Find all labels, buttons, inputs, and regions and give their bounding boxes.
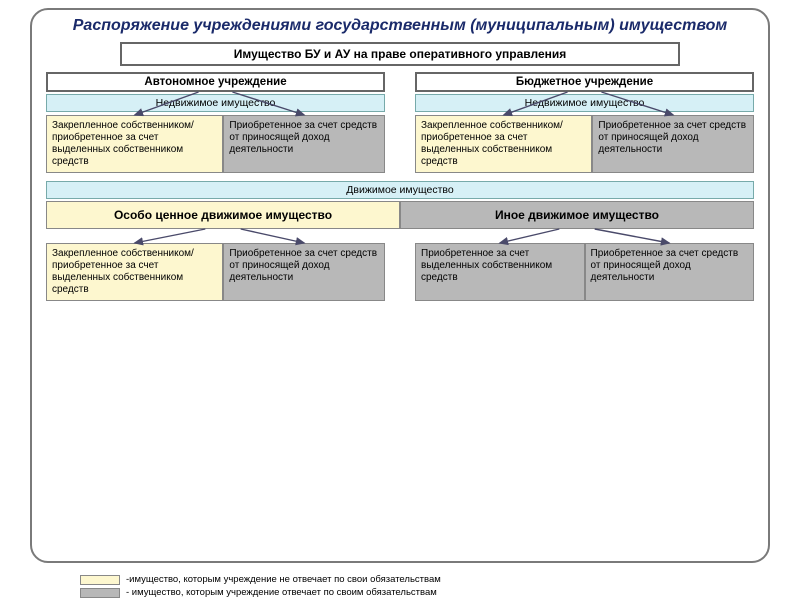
- swatch-yellow: [80, 575, 120, 585]
- big-valuable: Особо ценное движимое имущество: [46, 201, 400, 229]
- big-other: Иное движимое имущество: [400, 201, 754, 229]
- quad-b-owner: Приобретенное за счет выделенных собстве…: [415, 243, 585, 301]
- movable-split: Особо ценное движимое имущество Иное дви…: [46, 201, 754, 229]
- pair-right: Закрепленное собственником/приобретенное…: [415, 115, 754, 173]
- diagram-frame: Распоряжение учреждениями государственны…: [30, 8, 770, 563]
- sub-immovable-left: Недвижимое имущество: [46, 94, 385, 112]
- institution-row: Автономное учреждение Недвижимое имущест…: [46, 72, 754, 173]
- sub-immovable-right: Недвижимое имущество: [415, 94, 754, 112]
- quad-b-income: Приобретенное за счет средств от принося…: [585, 243, 755, 301]
- legend-row-gray: - имущество, которым учреждение отвечает…: [80, 587, 441, 598]
- movable-property-bar: Движимое имущество: [46, 181, 754, 199]
- header-budget: Бюджетное учреждение: [415, 72, 754, 92]
- pair-left: Закрепленное собственником/приобретенное…: [46, 115, 385, 173]
- col-autonomous: Автономное учреждение Недвижимое имущест…: [46, 72, 385, 173]
- cell-right-income: Приобретенное за счет средств от принося…: [592, 115, 754, 173]
- page-title: Распоряжение учреждениями государственны…: [46, 16, 754, 36]
- top-property-box: Имущество БУ и АУ на праве оперативного …: [120, 42, 680, 66]
- quad-left: Закрепленное собственником/приобретенное…: [46, 243, 385, 301]
- quad-a-owner: Закрепленное собственником/приобретенное…: [46, 243, 223, 301]
- quad-a-income: Приобретенное за счет средств от принося…: [223, 243, 385, 301]
- header-autonomous: Автономное учреждение: [46, 72, 385, 92]
- legend: -имущество, которым учреждение не отвеча…: [80, 572, 441, 598]
- quad-right: Приобретенное за счет выделенных собстве…: [415, 243, 754, 301]
- quad-row: Закрепленное собственником/приобретенное…: [46, 243, 754, 301]
- cell-left-owner: Закрепленное собственником/приобретенное…: [46, 115, 223, 173]
- swatch-gray: [80, 588, 120, 598]
- legend-text-yellow: -имущество, которым учреждение не отвеча…: [126, 574, 441, 585]
- legend-row-yellow: -имущество, которым учреждение не отвеча…: [80, 574, 441, 585]
- legend-text-gray: - имущество, которым учреждение отвечает…: [126, 587, 437, 598]
- cell-left-income: Приобретенное за счет средств от принося…: [223, 115, 385, 173]
- col-budget: Бюджетное учреждение Недвижимое имуществ…: [415, 72, 754, 173]
- cell-right-owner: Закрепленное собственником/приобретенное…: [415, 115, 592, 173]
